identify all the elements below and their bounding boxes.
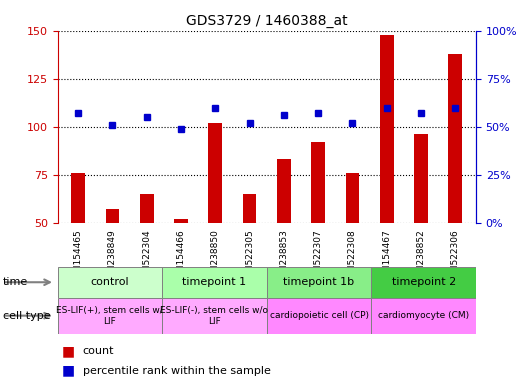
Bar xyxy=(311,142,325,223)
Bar xyxy=(277,159,291,223)
Text: timepoint 2: timepoint 2 xyxy=(392,277,456,287)
Bar xyxy=(106,209,119,223)
Bar xyxy=(371,267,476,298)
Bar xyxy=(414,134,428,223)
Text: cardiopoietic cell (CP): cardiopoietic cell (CP) xyxy=(269,311,369,320)
Bar xyxy=(380,35,394,223)
Text: timepoint 1: timepoint 1 xyxy=(183,277,246,287)
Bar xyxy=(174,219,188,223)
Text: time: time xyxy=(3,277,28,287)
Text: cell type: cell type xyxy=(3,311,50,321)
Title: GDS3729 / 1460388_at: GDS3729 / 1460388_at xyxy=(186,14,348,28)
Bar xyxy=(162,298,267,334)
Bar xyxy=(58,298,162,334)
Text: count: count xyxy=(83,346,114,356)
Text: ■: ■ xyxy=(62,364,75,377)
Bar xyxy=(346,173,359,223)
Bar xyxy=(162,267,267,298)
Bar xyxy=(267,267,371,298)
Bar xyxy=(449,54,462,223)
Bar xyxy=(371,298,476,334)
Bar xyxy=(209,123,222,223)
Text: timepoint 1b: timepoint 1b xyxy=(283,277,355,287)
Text: cardiomyocyte (CM): cardiomyocyte (CM) xyxy=(378,311,469,320)
Bar xyxy=(243,194,256,223)
Text: ES-LIF(+), stem cells w/
LIF: ES-LIF(+), stem cells w/ LIF xyxy=(56,306,163,326)
Bar xyxy=(267,298,371,334)
Text: percentile rank within the sample: percentile rank within the sample xyxy=(83,366,270,376)
Bar xyxy=(140,194,154,223)
Text: ES-LIF(-), stem cells w/o
LIF: ES-LIF(-), stem cells w/o LIF xyxy=(161,306,268,326)
Text: control: control xyxy=(90,277,129,287)
Text: ■: ■ xyxy=(62,344,75,358)
Bar xyxy=(58,267,162,298)
Bar xyxy=(71,173,85,223)
